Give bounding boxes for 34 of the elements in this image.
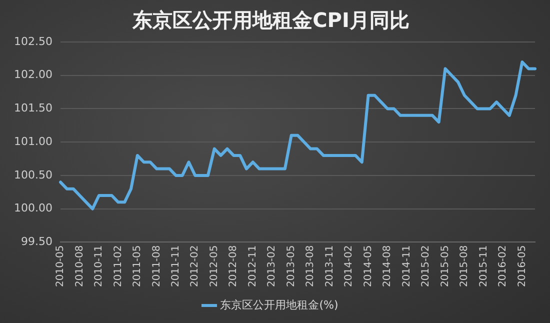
- y-tick-label: 101.50: [14, 102, 52, 115]
- y-tick-label: 102.00: [14, 68, 52, 82]
- chart-title: 东京区公开用地租金CPI月同比: [132, 8, 410, 32]
- x-tick-label: 2015-02: [420, 245, 432, 288]
- legend-label: 东京区公开用地租金(%): [220, 298, 338, 312]
- x-tick-label: 2014-05: [362, 245, 374, 288]
- x-tick-label: 2015-05: [440, 245, 451, 288]
- y-tick-label: 102.50: [14, 34, 52, 48]
- x-tick-label: 2013-02: [266, 245, 278, 288]
- x-tick-label: 2011-11: [170, 245, 182, 288]
- x-tick-label: 2015-08: [459, 245, 470, 288]
- y-tick-label: 100.50: [14, 168, 52, 182]
- x-tick-label: 2013-08: [305, 245, 316, 288]
- x-tick-label: 2010-05: [55, 245, 66, 288]
- x-tick-label: 2010-08: [74, 245, 86, 288]
- x-tick-label: 2012-08: [228, 245, 240, 288]
- x-tick-label: 2012-02: [190, 245, 201, 288]
- x-tick-label: 2010-11: [94, 245, 105, 288]
- x-tick-label: 2014-08: [382, 245, 394, 288]
- x-tick-label: 2014-02: [344, 245, 355, 288]
- x-tick-label: 2016-05: [516, 245, 528, 288]
- y-tick-label: 100.00: [14, 202, 52, 215]
- x-tick-label: 2012-11: [247, 245, 258, 288]
- y-tick-label: 101.00: [14, 134, 52, 148]
- x-tick-label: 2013-05: [286, 245, 297, 288]
- x-tick-label: 2012-05: [208, 245, 220, 288]
- x-tick-label: 2016-02: [498, 245, 509, 288]
- x-tick-label: 2011-02: [112, 245, 124, 288]
- x-tick-label: 2011-05: [132, 245, 144, 288]
- x-tick-label: 2013-11: [324, 245, 336, 288]
- y-tick-label: 99.50: [20, 235, 52, 248]
- x-tick-label: 2015-11: [478, 245, 490, 288]
- x-tick-label: 2014-11: [401, 245, 412, 288]
- x-tick-label: 2011-08: [151, 245, 162, 288]
